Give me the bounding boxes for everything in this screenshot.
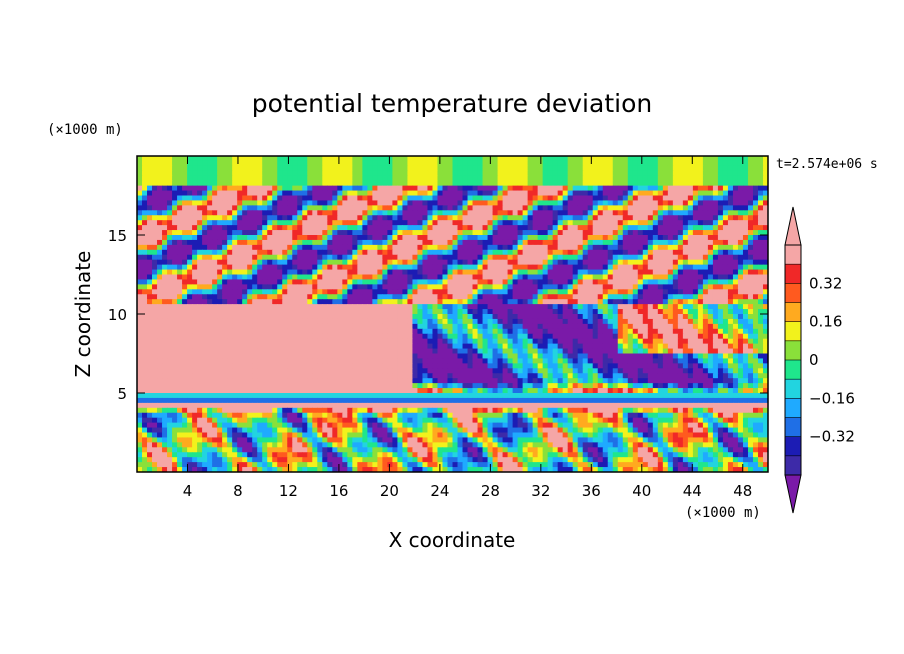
y-axis-label: Z coordinate <box>71 251 95 378</box>
colorbar-band <box>785 417 801 438</box>
chart-title: potential temperature deviation <box>252 89 652 118</box>
colorbar-band <box>785 379 801 399</box>
x-tick-label: 32 <box>531 482 550 500</box>
colorbar-band <box>785 302 801 323</box>
colorbar-band <box>785 321 801 342</box>
x-unit-label: (×1000 m) <box>685 505 761 521</box>
heatmap-field <box>137 156 768 472</box>
colorbar-band <box>785 340 801 361</box>
colorbar-band <box>785 264 801 284</box>
x-tick-label: 40 <box>632 482 651 500</box>
colorbar-extend-low <box>784 474 802 514</box>
y-tick-label: 15 <box>108 227 127 245</box>
colorbar-tick-label: 0.32 <box>809 274 842 292</box>
y-tick-label: 5 <box>117 385 127 403</box>
colorbar-tick-label: −0.16 <box>809 389 855 407</box>
colorbar-band <box>785 360 801 380</box>
x-axis: 4 8 12 16 20 24 28 32 36 40 44 48 <box>183 156 752 500</box>
x-tick-label: 8 <box>233 482 243 500</box>
colorbar-band <box>785 455 801 476</box>
colorbar-tick-label: 0 <box>809 351 819 369</box>
x-tick-label: 12 <box>279 482 298 500</box>
x-axis-label: X coordinate <box>389 528 516 552</box>
colorbar-tick-label: −0.32 <box>809 428 855 446</box>
x-tick-label: 28 <box>481 482 500 500</box>
colorbar-band <box>785 245 801 265</box>
x-tick-label: 4 <box>183 482 193 500</box>
x-tick-label: 44 <box>683 482 702 500</box>
colorbar: 0.32 0.16 0 −0.16 −0.32 <box>784 206 855 514</box>
colorbar-band <box>785 436 801 457</box>
colorbar-band <box>785 283 801 303</box>
colorbar-extend-high <box>784 206 802 246</box>
y-axis: 5 10 15 <box>108 227 768 403</box>
x-tick-label: 16 <box>329 482 348 500</box>
colorbar-tick-label: 0.16 <box>809 313 842 331</box>
y-unit-label: (×1000 m) <box>47 122 123 138</box>
x-tick-label: 20 <box>380 482 399 500</box>
x-tick-label: 24 <box>430 482 449 500</box>
time-label: t=2.574e+06 s <box>776 157 878 172</box>
y-tick-label: 10 <box>108 306 127 324</box>
x-tick-label: 48 <box>733 482 752 500</box>
colorbar-band <box>785 398 801 418</box>
x-tick-label: 36 <box>582 482 601 500</box>
